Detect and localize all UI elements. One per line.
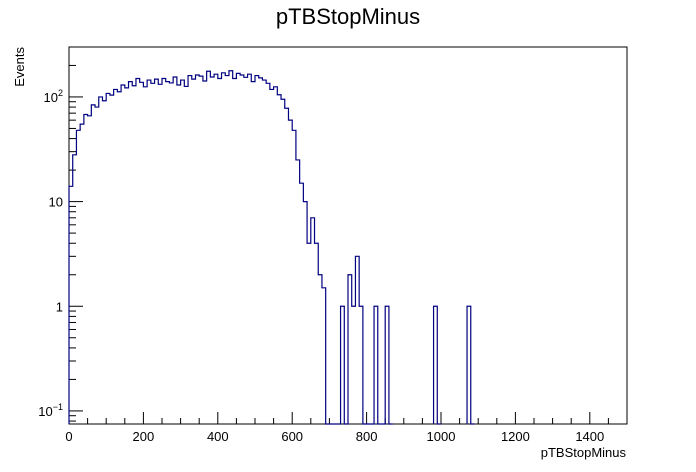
x-tick-label: 1400 [575,429,604,444]
y-axis: 10−1 1 10 102 [38,46,83,422]
x-tick-label: 400 [207,429,229,444]
y-tick-label: 1 [56,299,63,314]
x-tick-label: 1200 [501,429,530,444]
y-tick-label: 102 [44,88,63,105]
x-tick-label: 800 [356,429,378,444]
chart-title: pTBStopMinus [276,4,420,29]
y-axis-label: Events [12,47,27,87]
y-tick-label: 10 [49,195,63,210]
x-tick-label: 600 [281,429,303,444]
x-axis-label: pTBStopMinus [541,445,627,460]
y-tick-label: 10−1 [38,402,63,419]
x-tick-label: 1000 [427,429,456,444]
x-axis: 0 200 400 600 800 1000 1200 1400 [65,412,628,444]
x-tick-label: 200 [133,429,155,444]
x-tick-label: 0 [65,429,72,444]
histogram-line [68,70,475,425]
